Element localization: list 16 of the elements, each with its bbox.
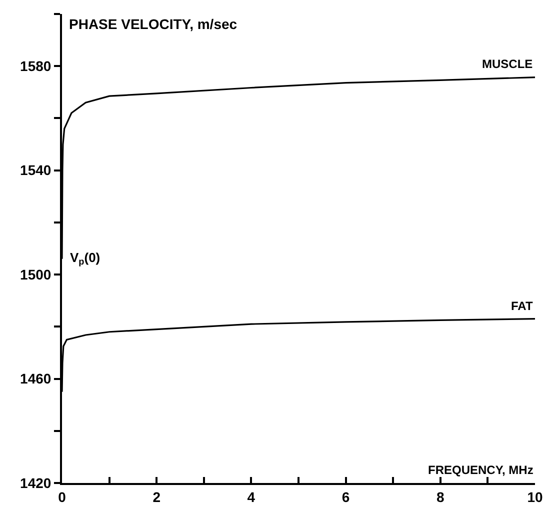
x-tick-label: 8 [436, 488, 444, 505]
x-tick-label: 2 [152, 488, 161, 505]
x-tick-label: 0 [58, 488, 66, 505]
x-axis-title: FREQUENCY, MHz [428, 463, 534, 477]
y-tick-label: 1420 [20, 474, 52, 491]
y-tick-label: 1460 [20, 370, 52, 387]
annotation: V$_{p}$(0) [70, 250, 100, 267]
y-tick-label: 1580 [20, 58, 52, 74]
x-tick-label: 4 [247, 488, 256, 505]
y-tick-label: 1540 [20, 162, 52, 178]
x-tick-label: 10 [527, 488, 543, 505]
y-axis-title: PHASE VELOCITY, m/sec [69, 16, 238, 32]
x-tick-label: 6 [342, 488, 350, 505]
y-tick-label: 1500 [20, 266, 52, 282]
series-label: FAT [511, 299, 534, 313]
series-label: MUSCLE [482, 57, 533, 71]
